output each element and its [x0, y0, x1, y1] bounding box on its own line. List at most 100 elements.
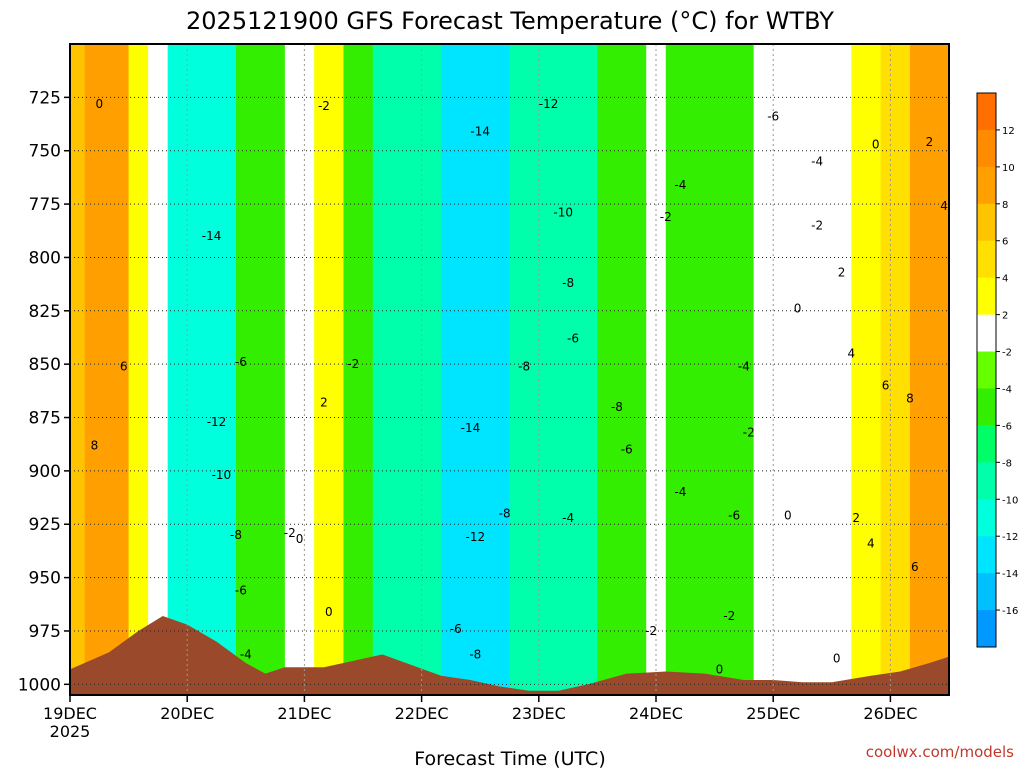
colorbar-label: -16 [1002, 606, 1018, 617]
contour-label: -14 [202, 229, 222, 243]
x-axis-title: Forecast Time (UTC) [414, 748, 605, 768]
x-tick-label: 19DEC [43, 704, 97, 723]
colorbar-label: 4 [1002, 274, 1008, 285]
colorbar-label: -6 [1002, 421, 1012, 432]
colorbar-swatch [977, 536, 996, 574]
colorbar-frame [976, 92, 997, 648]
colorbar-swatch [977, 351, 996, 389]
colorbar-label: 2 [1002, 311, 1008, 322]
colorbar-label: -14 [1002, 569, 1018, 580]
x-tick-label: 20DEC [160, 704, 214, 723]
colorbar-swatch [977, 129, 996, 168]
colorbar-swatch [977, 203, 996, 242]
contour-label: 8 [906, 391, 914, 405]
colorbar: 12 10 8 6 4 2 -2 -4 -6 -8 -10 -12 -14 -16 [976, 92, 1018, 648]
x-tick-label: 22DEC [395, 704, 449, 723]
contour-label: -2 [284, 526, 296, 540]
temperature-band [441, 44, 510, 695]
colorbar-swatch [977, 462, 996, 500]
colorbar-swatch [977, 166, 996, 205]
colorbar-label: -8 [1002, 458, 1012, 469]
contour-label: -4 [811, 154, 823, 168]
temperature-band [753, 44, 852, 695]
temperature-band [70, 44, 86, 695]
contour-label: -6 [235, 355, 247, 369]
colorbar-label: 8 [1002, 200, 1008, 211]
temperature-band [284, 44, 315, 695]
colorbar-swatch [977, 277, 996, 316]
contour-label: -2 [811, 218, 823, 232]
colorbar-swatch [977, 314, 996, 353]
y-tick-label: 900 [29, 462, 61, 482]
contour-label: 4 [940, 199, 948, 213]
y-axis: 725 750 775 800 825 850 875 900 925 950 975 1000 [18, 88, 70, 695]
colorbar-label: 6 [1002, 237, 1008, 248]
contour-label: 4 [867, 536, 875, 550]
contour-label: 2 [320, 396, 328, 410]
contour-label: -2 [743, 425, 755, 439]
contour-label: -6 [235, 583, 247, 597]
x-tick-label: 21DEC [277, 704, 331, 723]
contour-label: -6 [450, 622, 462, 636]
x-tick-label: 24DEC [629, 704, 683, 723]
contour-label: -4 [240, 647, 252, 661]
y-tick-label: 825 [29, 302, 61, 322]
y-tick-label: 800 [29, 248, 61, 268]
contour-label: -14 [461, 421, 481, 435]
contour-label: -2 [645, 624, 657, 638]
contour-label: -8 [562, 276, 574, 290]
colorbar-swatch [977, 573, 996, 611]
temperature-band [851, 44, 882, 695]
terrain-surface [70, 616, 949, 695]
colorbar-label: -12 [1002, 532, 1018, 543]
colorbar-swatch [977, 388, 996, 426]
contour-label: 2 [838, 265, 846, 279]
colorbar-swatch [977, 240, 996, 279]
contour-label: -8 [469, 647, 481, 661]
contour-label: 0 [325, 605, 333, 619]
colorbar-label: 12 [1002, 126, 1015, 137]
grid [70, 44, 949, 695]
y-tick-label: 725 [29, 88, 61, 108]
colorbar-swatch [977, 93, 996, 131]
contour-label: 2 [852, 511, 860, 525]
contour-label: -6 [767, 110, 779, 124]
contour-label: -4 [562, 511, 574, 525]
x-tick-label: 26DEC [863, 704, 917, 723]
colorbar-swatch [977, 499, 996, 537]
contour-label: -2 [347, 357, 359, 371]
contour-labels: 068-2-14-6-12-10-8-6-4-2 02-20-14-12-10-8… [91, 97, 948, 677]
contour-label: 2 [926, 135, 934, 149]
contour-label: 0 [833, 652, 841, 666]
contour-label: 0 [95, 97, 103, 111]
contour-label: -6 [567, 332, 579, 346]
temperature-band [84, 44, 130, 695]
temperature-band [597, 44, 647, 695]
contour-label: -2 [660, 210, 672, 224]
contour-label: 0 [716, 662, 724, 676]
temperature-band [509, 44, 598, 695]
contour-label: 6 [882, 379, 890, 393]
y-tick-label: 975 [29, 622, 61, 642]
y-tick-label: 925 [29, 515, 61, 535]
contour-label: -12 [539, 97, 559, 111]
colorbar-swatch [977, 610, 996, 648]
colorbar-swatch [977, 425, 996, 463]
y-tick-label: 850 [29, 355, 61, 375]
source-credit[interactable]: coolwx.com/models [866, 743, 1014, 761]
temperature-band [314, 44, 344, 695]
contour-label: 0 [784, 509, 792, 523]
contour-label: -8 [518, 359, 530, 373]
y-tick-label: 875 [29, 409, 61, 429]
contour-label: -10 [553, 206, 573, 220]
y-tick-label: 750 [29, 142, 61, 162]
temperature-field [70, 44, 949, 695]
y-tick-label: 1000 [18, 675, 61, 695]
contour-label: -8 [499, 507, 511, 521]
chart-title: 2025121900 GFS Forecast Temperature (°C)… [186, 7, 834, 35]
temperature-band [665, 44, 755, 695]
temperature-band [372, 44, 442, 695]
contour-label: 8 [91, 438, 99, 452]
temperature-band [148, 44, 169, 695]
